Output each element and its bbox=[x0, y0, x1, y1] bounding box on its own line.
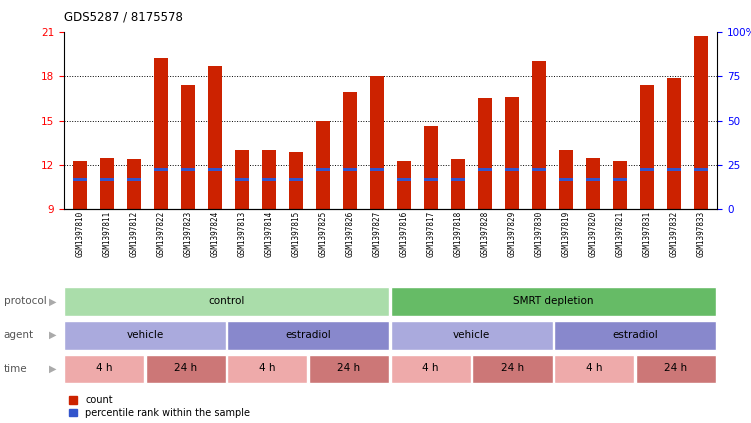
Text: GDS5287 / 8175578: GDS5287 / 8175578 bbox=[64, 10, 182, 23]
Bar bbox=[559, 178, 574, 181]
Bar bbox=[127, 178, 141, 181]
Bar bbox=[424, 178, 439, 181]
Text: 24 h: 24 h bbox=[174, 363, 198, 374]
Bar bbox=[640, 168, 654, 171]
FancyBboxPatch shape bbox=[635, 355, 716, 383]
Bar bbox=[667, 168, 681, 171]
Bar bbox=[613, 161, 627, 209]
Bar bbox=[640, 85, 654, 209]
Bar bbox=[505, 97, 520, 209]
Bar bbox=[207, 168, 222, 171]
Bar bbox=[532, 168, 547, 171]
Text: 4 h: 4 h bbox=[422, 363, 439, 374]
FancyBboxPatch shape bbox=[554, 355, 634, 383]
Bar bbox=[73, 161, 87, 209]
Bar bbox=[424, 126, 439, 209]
Bar bbox=[342, 168, 357, 171]
Bar bbox=[451, 159, 466, 209]
FancyBboxPatch shape bbox=[391, 355, 471, 383]
Bar bbox=[478, 168, 493, 171]
Text: time: time bbox=[4, 364, 27, 374]
Text: estradiol: estradiol bbox=[612, 330, 658, 340]
Bar bbox=[127, 159, 141, 209]
Bar bbox=[154, 58, 168, 209]
Bar bbox=[478, 99, 493, 209]
Text: 24 h: 24 h bbox=[664, 363, 687, 374]
Text: 24 h: 24 h bbox=[337, 363, 360, 374]
Bar bbox=[288, 178, 303, 181]
Bar bbox=[73, 178, 87, 181]
FancyBboxPatch shape bbox=[64, 355, 144, 383]
Bar bbox=[694, 168, 708, 171]
Text: control: control bbox=[208, 296, 245, 306]
FancyBboxPatch shape bbox=[391, 287, 716, 316]
Bar bbox=[505, 168, 520, 171]
Bar bbox=[342, 93, 357, 209]
Text: 4 h: 4 h bbox=[95, 363, 112, 374]
Bar bbox=[180, 168, 195, 171]
Bar bbox=[559, 150, 574, 209]
Text: protocol: protocol bbox=[4, 297, 47, 306]
Text: vehicle: vehicle bbox=[453, 330, 490, 340]
Text: SMRT depletion: SMRT depletion bbox=[513, 296, 593, 306]
FancyBboxPatch shape bbox=[309, 355, 389, 383]
Bar bbox=[100, 157, 114, 209]
Bar bbox=[369, 76, 385, 209]
Bar bbox=[261, 178, 276, 181]
FancyBboxPatch shape bbox=[64, 287, 389, 316]
Text: ▶: ▶ bbox=[49, 364, 56, 374]
Text: estradiol: estradiol bbox=[285, 330, 331, 340]
Bar bbox=[207, 66, 222, 209]
FancyBboxPatch shape bbox=[554, 321, 716, 349]
Bar bbox=[694, 36, 708, 209]
Bar bbox=[154, 168, 168, 171]
Bar bbox=[234, 178, 249, 181]
Bar bbox=[451, 178, 466, 181]
Bar bbox=[315, 121, 330, 209]
Text: vehicle: vehicle bbox=[126, 330, 164, 340]
Bar bbox=[234, 150, 249, 209]
Legend: count, percentile rank within the sample: count, percentile rank within the sample bbox=[68, 395, 250, 418]
FancyBboxPatch shape bbox=[146, 355, 226, 383]
FancyBboxPatch shape bbox=[391, 321, 553, 349]
FancyBboxPatch shape bbox=[472, 355, 553, 383]
FancyBboxPatch shape bbox=[64, 321, 226, 349]
Bar bbox=[180, 85, 195, 209]
Text: ▶: ▶ bbox=[49, 297, 56, 306]
Bar bbox=[288, 152, 303, 209]
Text: 4 h: 4 h bbox=[586, 363, 602, 374]
Bar bbox=[667, 78, 681, 209]
Bar bbox=[397, 178, 412, 181]
Bar bbox=[397, 161, 412, 209]
Text: 4 h: 4 h bbox=[259, 363, 276, 374]
FancyBboxPatch shape bbox=[227, 321, 389, 349]
Bar bbox=[315, 168, 330, 171]
Text: ▶: ▶ bbox=[49, 330, 56, 340]
Bar bbox=[532, 61, 547, 209]
Bar bbox=[100, 178, 114, 181]
FancyBboxPatch shape bbox=[227, 355, 307, 383]
Text: agent: agent bbox=[4, 330, 34, 340]
Bar bbox=[369, 168, 385, 171]
Bar bbox=[261, 150, 276, 209]
Text: 24 h: 24 h bbox=[501, 363, 524, 374]
Bar bbox=[613, 178, 627, 181]
Bar bbox=[586, 157, 601, 209]
Bar bbox=[586, 178, 601, 181]
